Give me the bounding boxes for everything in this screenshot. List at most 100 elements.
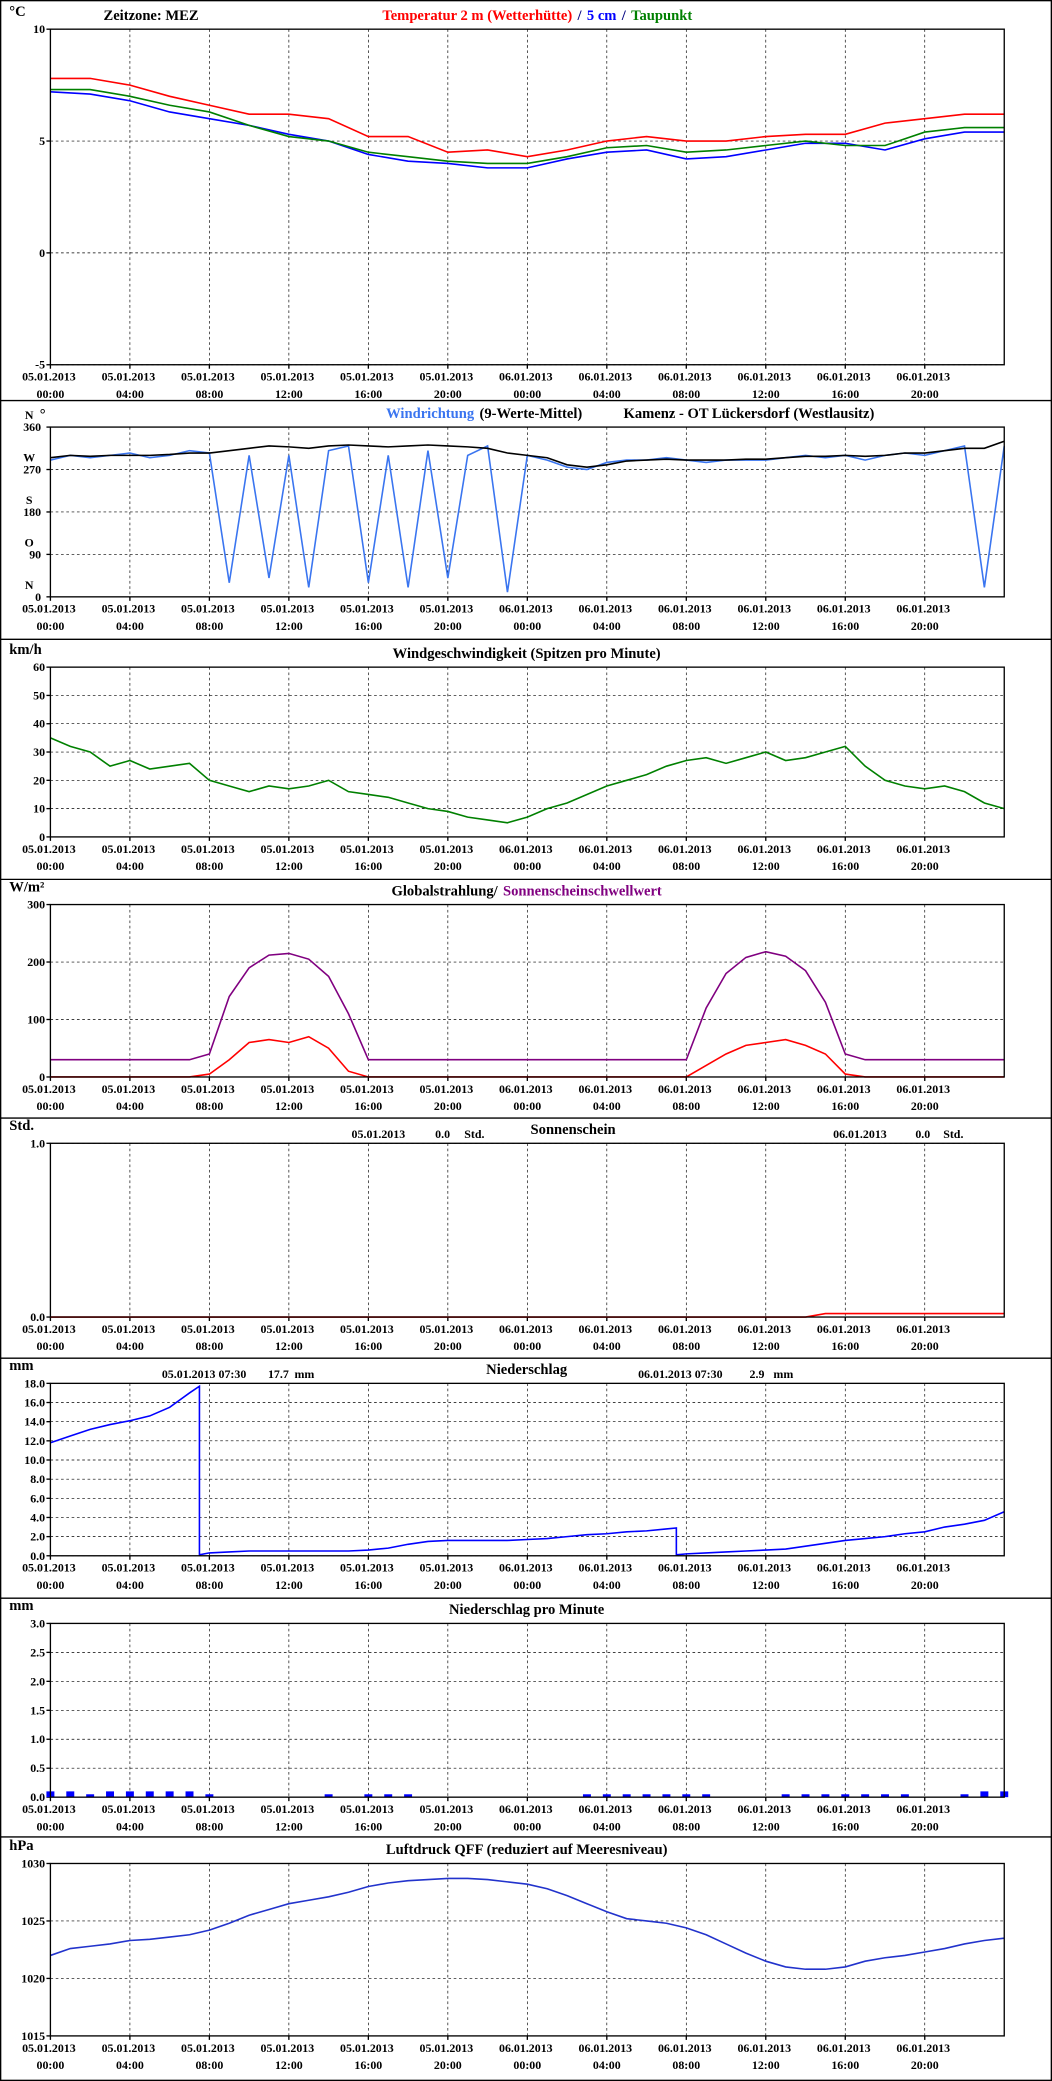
x-tick-label: 05.01.2013 16:00 [340,842,397,873]
x-tick-label: 06.01.2013 12:00 [737,842,794,873]
daily-date: 06.01.2013 [833,1127,887,1141]
x-tick-time: 04:00 [116,859,144,873]
x-tick-date: 05.01.2013 [261,1802,318,1816]
x-tick-label: 05.01.2013 16:00 [340,1802,397,1833]
x-tick-label: 06.01.2013 08:00 [658,370,715,401]
x-tick-date: 06.01.2013 [896,370,953,384]
bar [66,1791,75,1798]
x-tick-label: 06.01.2013 16:00 [817,842,874,873]
x-tick-time: 16:00 [831,1819,859,1833]
x-tick-date: 05.01.2013 [420,1802,477,1816]
bar [841,1794,850,1798]
data-line [50,88,1005,165]
x-tick-time: 16:00 [354,2058,382,2072]
x-tick-date: 06.01.2013 [737,1322,794,1336]
x-tick-label: 05.01.2013 12:00 [261,370,318,401]
y-tick-label: 60 [33,660,45,674]
x-tick-label: 05.01.2013 08:00 [181,602,238,633]
x-tick-label: 06.01.2013 04:00 [578,1322,635,1353]
x-tick-time: 00:00 [36,1099,64,1113]
x-tick-time: 12:00 [275,859,303,873]
y-tick-label: 10 [33,22,45,36]
x-tick-label: 06.01.2013 04:00 [578,1561,635,1592]
bar [205,1794,214,1798]
x-tick-label: 05.01.2013 20:00 [420,1322,477,1353]
y-axis-unit: km/h [9,642,41,658]
x-tick-date: 06.01.2013 [578,842,635,856]
x-tick-date: 05.01.2013 [22,842,79,856]
data-line [50,77,1005,158]
x-tick-label: 05.01.2013 08:00 [181,1561,238,1592]
x-tick-date: 06.01.2013 [737,1802,794,1816]
x-tick-time: 00:00 [36,619,64,633]
x-tick-date: 06.01.2013 [817,2041,874,2055]
compass-label: N [25,408,34,422]
x-tick-date: 06.01.2013 [737,370,794,384]
y-tick-label: 5 [39,134,45,148]
x-tick-label: 06.01.2013 04:00 [578,370,635,401]
x-tick-date: 06.01.2013 [817,842,874,856]
x-tick-time: 12:00 [275,2058,303,2072]
x-tick-time: 00:00 [513,1339,541,1353]
plot-frame [49,1142,1005,1318]
x-tick-time: 16:00 [354,1819,382,1833]
daily-total: 0.0 [435,1127,450,1141]
x-tick-time: 08:00 [195,2058,223,2072]
x-tick-time: 08:00 [195,1099,223,1113]
x-tick-time: 12:00 [752,1819,780,1833]
x-tick-date: 06.01.2013 [578,1082,635,1096]
x-tick-label: 06.01.2013 16:00 [817,1082,874,1113]
x-tick-time: 16:00 [354,1099,382,1113]
daily-total: 0.0 [915,1127,930,1141]
x-tick-time: 04:00 [116,1819,144,1833]
x-tick-time: 16:00 [831,1339,859,1353]
x-tick-time: 20:00 [434,1339,462,1353]
y-tick-label: 1015 [21,2029,45,2043]
legend-entry: Globalstrahlung/ [392,883,499,899]
chart-title: Niederschlag pro Minute [449,1602,605,1618]
x-tick-time: 04:00 [593,1819,621,1833]
x-tick-time: 00:00 [513,2058,541,2072]
compass-label: S [26,493,33,507]
x-tick-date: 06.01.2013 [658,842,715,856]
x-tick-time: 20:00 [911,387,939,401]
y-axis-unit: mm [9,1598,33,1614]
legend-entry: 5 cm [587,8,617,24]
x-tick-time: 12:00 [752,2058,780,2072]
x-tick-time: 04:00 [116,387,144,401]
x-tick-date: 05.01.2013 [261,602,318,616]
x-tick-label: 05.01.2013 04:00 [102,2041,159,2072]
x-tick-label: 06.01.2013 16:00 [817,1561,874,1592]
y-tick-label: 16.0 [24,1395,45,1409]
y-axis-unit: °C [9,4,25,20]
annotation-total: 17.7 [268,1367,289,1381]
x-tick-date: 05.01.2013 [181,370,238,384]
y-tick-label: 1.5 [30,1703,45,1717]
x-tick-label: 06.01.2013 04:00 [578,2041,635,2072]
x-tick-time: 08:00 [672,619,700,633]
bar [702,1794,711,1798]
x-tick-time: 12:00 [275,1339,303,1353]
plot-frame [49,1862,1005,2037]
bar [642,1794,651,1798]
x-tick-time: 12:00 [752,859,780,873]
x-tick-date: 05.01.2013 [102,842,159,856]
x-tick-label: 05.01.2013 12:00 [261,1082,318,1113]
y-tick-label: 270 [23,462,41,476]
x-tick-date: 06.01.2013 [658,1082,715,1096]
x-tick-time: 04:00 [593,859,621,873]
x-tick-label: 06.01.2013 16:00 [817,602,874,633]
x-tick-date: 05.01.2013 [181,1322,238,1336]
bar [364,1794,373,1798]
x-tick-time: 08:00 [672,387,700,401]
x-tick-label: 05.01.2013 04:00 [102,370,159,401]
y-tick-label: 100 [27,1012,45,1026]
x-tick-date: 06.01.2013 [896,1561,953,1575]
x-tick-time: 00:00 [513,1099,541,1113]
bar [165,1791,174,1798]
x-tick-label: 06.01.2013 20:00 [896,370,953,401]
x-tick-label: 06.01.2013 20:00 [896,2041,953,2072]
annotation-total: 2.9 [750,1367,765,1381]
x-tick-time: 08:00 [672,859,700,873]
